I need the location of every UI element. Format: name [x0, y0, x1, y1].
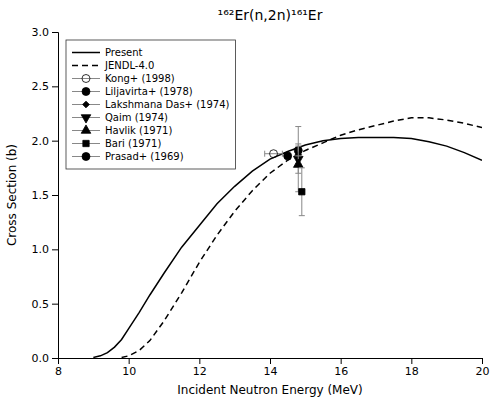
tick: 2.5	[32, 80, 59, 93]
legend-label: Present	[105, 47, 143, 58]
tick-mark	[482, 358, 483, 364]
tick: 20	[476, 358, 490, 378]
tick-label: 1.0	[32, 243, 50, 256]
y-axis: 0.0 0.5 1.0 1.5 2.0 2.5 3.0	[32, 26, 59, 365]
point	[293, 159, 303, 167]
tick-label: 2.0	[32, 135, 50, 148]
legend-label: Qaim (1974)	[105, 112, 168, 123]
legend-frame	[66, 40, 235, 169]
legend-swatch	[82, 75, 90, 83]
legend-label: Lakshmana Das+ (1974)	[105, 99, 229, 110]
legend-label: JENDL-4.0	[104, 60, 154, 71]
legend-item: Havlik (1971)	[72, 125, 172, 136]
legend-swatch	[72, 52, 100, 54]
legend-item: Bari (1971)	[72, 138, 161, 149]
tick: 3.0	[32, 26, 59, 39]
tick: 1.0	[32, 243, 59, 256]
legend-item: JENDL-4.0	[72, 60, 154, 71]
tick-mark	[52, 195, 58, 196]
tick: 12	[193, 358, 207, 378]
tick-mark	[52, 141, 58, 142]
tick-label: 18	[405, 365, 419, 378]
legend-item: Present	[72, 47, 143, 58]
chart: 8 10 12 14 16 18 20 0.0 0.5 1.0 1.5 2.0 2.5 3.0 Presen…	[0, 0, 500, 404]
legend-swatch	[82, 153, 90, 161]
tick-mark	[411, 358, 412, 364]
tick-label: 20	[476, 365, 490, 378]
point-series	[299, 168, 305, 216]
tick-label: 0.0	[32, 352, 50, 365]
tick-mark	[341, 358, 342, 364]
tick: 1.5	[32, 189, 59, 202]
point	[284, 152, 292, 160]
point-series	[284, 152, 292, 160]
tick-mark	[52, 304, 58, 305]
legend: Present JENDL-4.0 Kong+ (1998) Liljavirta+ …	[66, 40, 235, 169]
legend-item: Lakshmana Das+ (1974)	[72, 99, 229, 110]
tick-label: 1.5	[32, 189, 50, 202]
tick-mark	[52, 86, 58, 87]
tick-label: 16	[334, 365, 348, 378]
legend-label: Havlik (1971)	[105, 125, 172, 136]
error-bar-line	[265, 153, 283, 154]
tick-mark	[199, 358, 200, 364]
tick: 2.0	[32, 135, 59, 148]
tick: 14	[264, 358, 278, 378]
tick-label: 3.0	[32, 26, 50, 39]
tick: 0.5	[32, 298, 59, 311]
x-axis-title: Incident Neutron Energy (MeV)	[177, 383, 362, 397]
error-bar-cap	[282, 151, 283, 157]
legend-label: Prasad+ (1969)	[105, 151, 184, 162]
legend-item: Kong+ (1998)	[72, 73, 175, 84]
point	[270, 150, 278, 158]
tick-mark	[129, 358, 130, 364]
plot: 8 10 12 14 16 18 20 0.0 0.5 1.0 1.5 2.0 2.5 3.0 Presen…	[32, 26, 490, 378]
error-bar	[299, 168, 305, 216]
y-axis-title: Cross Section (b)	[5, 144, 19, 246]
error-bar-cap	[295, 126, 301, 127]
legend-swatch	[72, 65, 100, 67]
legend-label: Kong+ (1998)	[105, 73, 175, 84]
title: ¹⁶²Er(n,2n)¹⁶¹Er	[218, 7, 323, 23]
point	[299, 189, 305, 195]
legend-swatch	[81, 115, 91, 123]
legend-label: Bari (1971)	[105, 138, 161, 149]
error-bar-cap	[299, 215, 305, 216]
x-axis: 8 10 12 14 16 18 20	[55, 358, 490, 378]
error-bar-cap	[295, 173, 301, 174]
tick-label: 0.5	[32, 298, 50, 311]
tick-label: 2.5	[32, 80, 50, 93]
legend-item: Qaim (1974)	[72, 112, 168, 123]
legend-swatch	[83, 101, 90, 108]
tick-mark	[270, 358, 271, 364]
tick: 10	[122, 358, 136, 378]
data-area	[93, 118, 482, 358]
axis-line	[59, 359, 483, 365]
x-error-bar	[265, 151, 283, 157]
legend-item: Prasad+ (1969)	[72, 151, 184, 162]
legend-swatch	[81, 125, 91, 133]
tick-label: 14	[264, 365, 278, 378]
tick-mark	[52, 32, 58, 33]
legend-label: Liljavirta+ (1978)	[105, 86, 193, 97]
tick-label: 10	[122, 365, 136, 378]
legend-swatch-line	[72, 78, 100, 79]
tick-label: 12	[193, 365, 207, 378]
error-bar-cap	[295, 155, 301, 156]
axis-line	[52, 33, 59, 359]
tick: 8	[55, 358, 62, 378]
tick: 18	[405, 358, 419, 378]
tick-mark	[52, 249, 58, 250]
error-bar-cap	[299, 167, 305, 168]
tick: 16	[334, 358, 348, 378]
tick: 0.0	[32, 352, 59, 365]
legend-swatch	[83, 140, 89, 146]
line	[93, 137, 482, 357]
tick-label: 8	[55, 365, 62, 378]
legend-item: Liljavirta+ (1978)	[72, 86, 193, 97]
legend-swatch	[82, 88, 90, 96]
tick-mark	[52, 358, 58, 359]
error-bar-cap	[264, 151, 265, 157]
point-series	[265, 150, 283, 158]
